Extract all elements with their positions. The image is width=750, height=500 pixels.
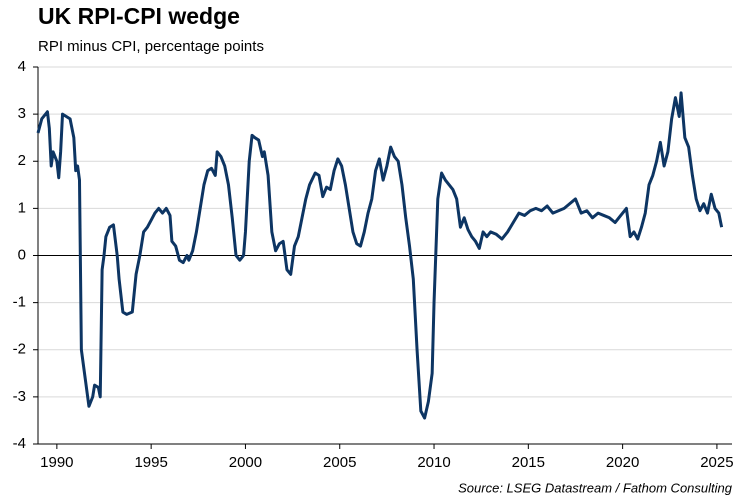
x-tick-label: 2020 (606, 454, 639, 471)
data-line (36, 91, 724, 420)
x-tick-label: 2010 (417, 454, 450, 471)
y-tick-label: -2 (13, 341, 26, 358)
y-tick-label: 1 (18, 199, 26, 216)
y-tick-label: -3 (13, 388, 26, 405)
x-tick-label: 1990 (40, 454, 73, 471)
y-tick-label: -4 (13, 435, 26, 452)
x-tick-label: 2005 (323, 454, 356, 471)
x-tick-label: 2015 (512, 454, 545, 471)
y-tick-label: 4 (18, 58, 26, 75)
chart-title: UK RPI-CPI wedge (38, 3, 240, 29)
y-tick-label: 2 (18, 152, 26, 169)
y-tick-label: 0 (18, 246, 26, 263)
y-tick-label: -1 (13, 294, 26, 311)
x-tick-label: 2025 (700, 454, 733, 471)
x-tick-label: 2000 (229, 454, 262, 471)
source-note: Source: LSEG Datastream / Fathom Consult… (458, 480, 733, 495)
chart-subtitle: RPI minus CPI, percentage points (38, 38, 264, 55)
x-tick-label: 1995 (134, 454, 167, 471)
y-tick-label: 3 (18, 105, 26, 122)
